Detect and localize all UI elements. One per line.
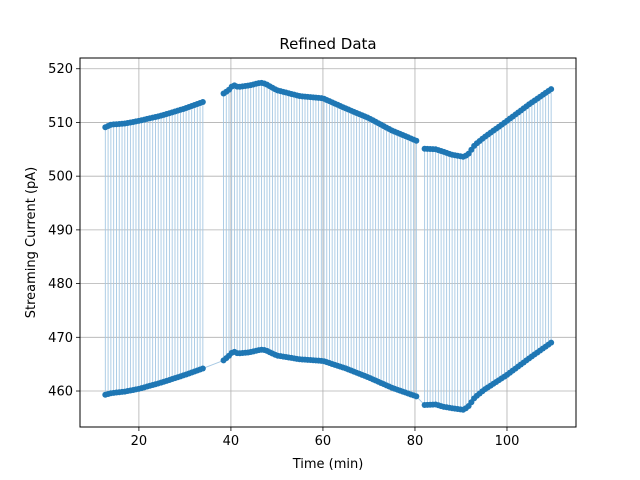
data-point xyxy=(548,339,555,346)
y-tick-label: 480 xyxy=(48,277,73,292)
x-tick-label: 100 xyxy=(495,434,520,449)
y-axis-label: Streaming Current (pA) xyxy=(24,167,39,319)
y-tick-label: 510 xyxy=(48,116,73,131)
data-point xyxy=(199,99,206,106)
plot-frame xyxy=(79,57,577,428)
x-tick-label: 20 xyxy=(131,434,148,449)
x-tick-label: 60 xyxy=(315,434,332,449)
y-tick-label: 460 xyxy=(48,385,73,400)
y-tick-label: 470 xyxy=(48,331,73,346)
data-point xyxy=(548,86,555,93)
data-point xyxy=(413,393,420,400)
x-tick-label: 80 xyxy=(407,434,424,449)
x-tick-label: 40 xyxy=(223,434,240,449)
data-point xyxy=(199,365,206,372)
y-tick-label: 500 xyxy=(48,170,73,185)
chart-title: Refined Data xyxy=(279,35,376,53)
y-tick-label: 490 xyxy=(48,223,73,238)
plot-area xyxy=(102,79,555,413)
data-point xyxy=(413,137,420,144)
x-axis-label: Time (min) xyxy=(292,457,364,472)
axes: 20 40 60 80 100 460 470 480 490 500 510 520 xyxy=(48,62,519,449)
y-tick-label: 520 xyxy=(48,62,73,77)
